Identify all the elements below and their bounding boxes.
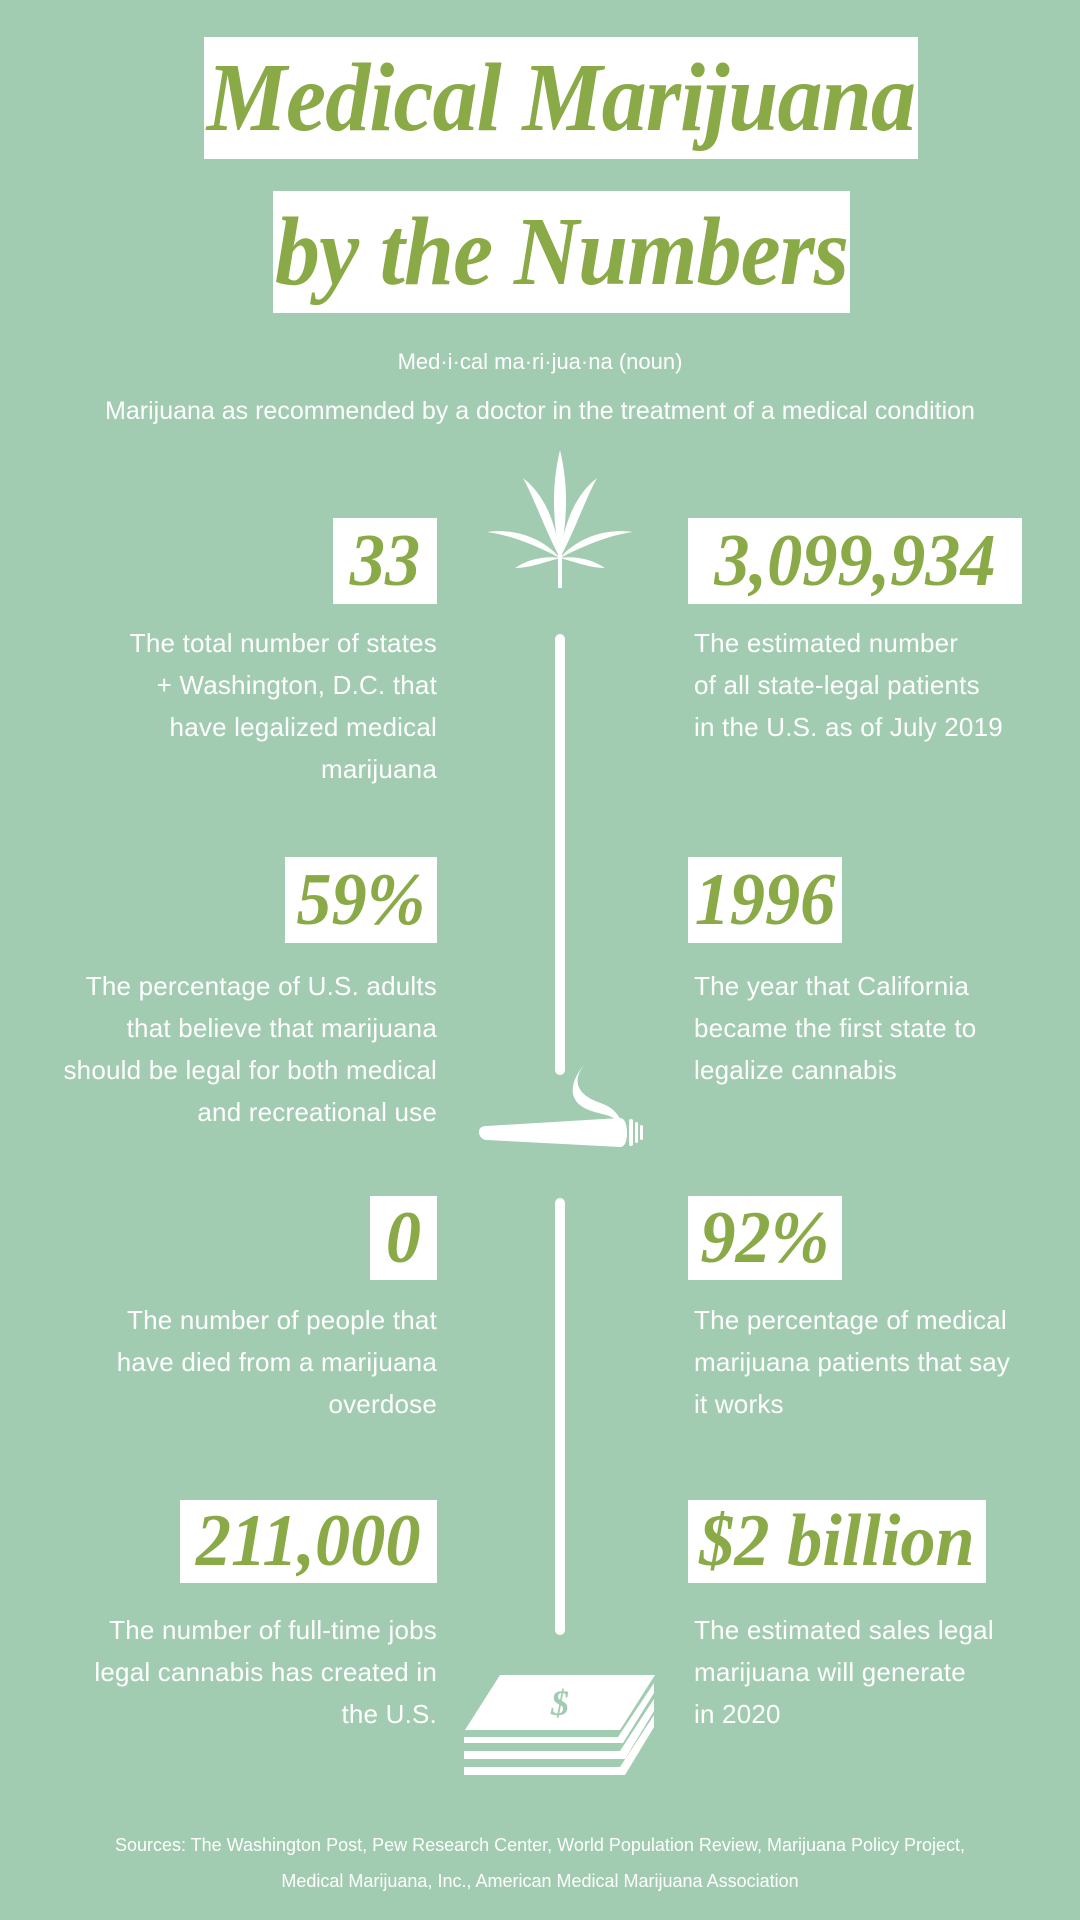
title-box-2: by the Numbers — [273, 191, 850, 313]
stat-desc-states: The total number of states + Washington,… — [130, 622, 437, 790]
desc-line: have died from a marijuana — [116, 1347, 437, 1377]
desc-line: legal cannabis has created in — [94, 1657, 437, 1687]
desc-line: and recreational use — [197, 1097, 437, 1127]
stat-value: 33 — [349, 519, 421, 602]
desc-line: The number of full-time jobs — [109, 1615, 437, 1645]
svg-text:$: $ — [550, 1683, 569, 1723]
stat-value: 1996 — [694, 858, 836, 941]
stat-box-year: 1996 — [688, 857, 842, 943]
stat-box-jobs: 211,000 — [180, 1500, 437, 1583]
desc-line: marijuana will generate — [694, 1657, 966, 1687]
money-stack-icon: $ — [464, 1675, 655, 1775]
pronunciation: Med·i·cal ma·ri·jua·na (noun) — [397, 349, 683, 374]
stat-value: 59% — [296, 858, 426, 941]
stat-desc-works: The percentage of medical marijuana pati… — [694, 1299, 1010, 1425]
desc-line: The total number of states — [129, 628, 437, 658]
desc-line: marijuana patients that say — [694, 1347, 1011, 1377]
stat-box-overdose: 0 — [370, 1196, 437, 1280]
sources-line-2: Medical Marijuana, Inc., American Medica… — [281, 1871, 799, 1891]
stat-box-states: 33 — [333, 518, 437, 604]
desc-line: in the U.S. as of July 2019 — [694, 712, 1003, 742]
sources-line-1: Sources: The Washington Post, Pew Resear… — [114, 1835, 966, 1855]
cannabis-leaf-icon — [487, 450, 633, 588]
desc-line: of all state-legal patients — [694, 670, 980, 700]
joint-icon — [479, 1055, 643, 1147]
stat-box-patients: 3,099,934 — [688, 518, 1022, 604]
stat-desc-jobs: The number of full-time jobs legal canna… — [94, 1609, 437, 1735]
stat-desc-adults: The percentage of U.S. adults that belie… — [63, 965, 437, 1133]
desc-line: that believe that marijuana — [126, 1013, 437, 1043]
stat-value: 3,099,934 — [714, 519, 996, 602]
stat-desc-year: The year that California became the firs… — [694, 965, 976, 1091]
desc-line: The estimated number — [694, 628, 959, 658]
sources: Sources: The Washington Post, Pew Resear… — [0, 1827, 1080, 1899]
stat-box-adults: 59% — [285, 857, 437, 943]
title-line-2: by the Numbers — [274, 198, 849, 306]
stat-desc-overdose: The number of people that have died from… — [117, 1299, 437, 1425]
desc-line: became the first state to — [694, 1013, 977, 1043]
desc-line: in 2020 — [694, 1699, 781, 1729]
desc-line: + Washington, D.C. that — [156, 670, 437, 700]
timeline-line-upper — [555, 634, 565, 1075]
desc-line: overdose — [328, 1389, 437, 1419]
desc-line: marijuana — [321, 754, 437, 784]
stat-desc-patients: The estimated number of all state-legal … — [694, 622, 1003, 748]
desc-line: The percentage of U.S. adults — [85, 971, 437, 1001]
stat-value: 0 — [385, 1196, 422, 1279]
title-box-1: Medical Marijuana — [204, 37, 918, 159]
stat-box-sales: $2 billion — [688, 1500, 986, 1583]
desc-line: should be legal for both medical — [63, 1055, 437, 1085]
timeline-line-lower — [555, 1198, 565, 1635]
stat-value: 92% — [700, 1196, 830, 1279]
stat-desc-sales: The estimated sales legal marijuana will… — [694, 1609, 994, 1735]
desc-line: the U.S. — [341, 1699, 437, 1729]
desc-line: The number of people that — [127, 1305, 437, 1335]
desc-line: The estimated sales legal — [694, 1615, 994, 1645]
stat-box-works: 92% — [688, 1196, 842, 1280]
stat-value: $2 billion — [699, 1500, 975, 1582]
definition: Marijuana as recommended by a doctor in … — [105, 397, 975, 425]
title-line-1: Medical Marijuana — [206, 44, 916, 152]
stat-value: 211,000 — [196, 1500, 421, 1582]
desc-line: The year that California — [694, 971, 970, 1001]
desc-line: have legalized medical — [169, 712, 437, 742]
desc-line: it works — [694, 1389, 784, 1419]
desc-line: The percentage of medical — [694, 1305, 1007, 1335]
desc-line: legalize cannabis — [694, 1055, 897, 1085]
